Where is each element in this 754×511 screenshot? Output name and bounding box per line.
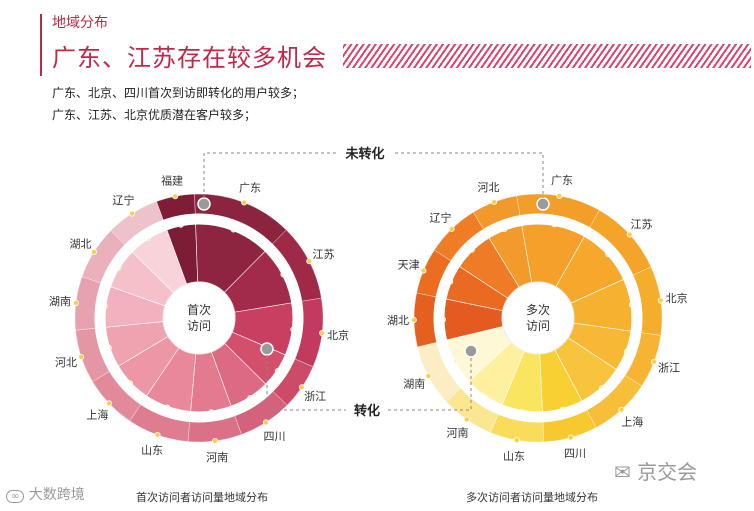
slice-label: 湖南 (49, 295, 71, 308)
connector-line-unconverted-right (395, 152, 544, 198)
ring-marker-dot (72, 300, 79, 307)
pin-marker (464, 344, 478, 358)
slice-label: 广东 (551, 174, 573, 187)
right-watermark-text: 京交会 (637, 460, 698, 484)
pin-marker (260, 342, 274, 356)
slice-label: 山东 (141, 444, 163, 457)
ring-gap (94, 213, 304, 423)
slice-label: 天津 (398, 258, 420, 271)
center-label: 多次 (526, 303, 550, 317)
ring-marker-dot (618, 406, 625, 413)
slice-label: 四川 (264, 430, 286, 443)
slice-label: 北京 (327, 328, 349, 342)
slice-label: 湖北 (69, 238, 91, 251)
section-category: 地域分布 (52, 15, 108, 31)
connector-line-unconverted-left (203, 152, 336, 198)
ring-marker-dot (298, 384, 305, 391)
caption-multi-visit: 多次访问者访问量地域分布 (466, 491, 598, 504)
ring-marker-dot (105, 400, 112, 407)
ring-marker-dot (420, 267, 427, 274)
ring-marker-dot (567, 434, 574, 441)
ring-marker-dot (154, 431, 161, 438)
slice-label: 北京 (666, 291, 688, 305)
slice-label: 河南 (447, 427, 469, 440)
connector-line-converted-left (266, 355, 346, 411)
slice-label: 江苏 (631, 218, 653, 231)
slice-label: 上海 (621, 415, 643, 429)
bullet-2: 广东、江苏、北京优质潜在客户较多； (52, 108, 257, 122)
ring-marker-dot (91, 249, 98, 256)
ring-marker-dot (306, 258, 313, 265)
ring-marker-dot (411, 316, 418, 323)
wechat-icon: ✉ (614, 460, 631, 484)
center-label: 访问 (187, 319, 211, 333)
ring-marker-dot (513, 437, 520, 444)
ring-marker-dot (241, 199, 248, 206)
ring-gap (433, 213, 643, 423)
left-watermark: ∞ 大数跨境 (6, 484, 85, 504)
pin-marker (536, 197, 550, 211)
ring-marker-dot (425, 373, 432, 380)
caption-first-visit: 首次访问者访问量地域分布 (136, 491, 268, 504)
slice-label: 上海 (86, 407, 108, 421)
slice-label: 四川 (564, 447, 586, 460)
pin-marker (197, 197, 211, 211)
ring-marker-dot (448, 225, 455, 232)
slice-label: 河南 (206, 451, 228, 464)
ring-marker-dot (651, 358, 658, 365)
label-unconverted: 未转化 (344, 146, 384, 162)
label-converted: 转化 (354, 403, 380, 419)
ring-marker-dot (319, 329, 326, 336)
slice-label: 浙江 (304, 390, 326, 403)
page-title: 广东、江苏存在较多机会 (52, 44, 327, 72)
ring-marker-dot (491, 199, 498, 206)
center-label: 首次 (187, 303, 211, 317)
right-watermark: ✉ 京交会 (614, 456, 697, 485)
ring-marker-dot (463, 416, 470, 423)
left-watermark-text: 大数跨境 (28, 487, 85, 503)
ring-marker-dot (172, 193, 179, 200)
slice-label: 福建 (161, 174, 183, 188)
slice-label: 广东 (239, 182, 261, 195)
ring-marker-dot (212, 437, 219, 444)
ring-marker-dot (556, 192, 563, 199)
bullet-1: 广东、北京、四川首次到访即转化的用户较多； (52, 86, 305, 100)
slice-label: 河北 (55, 356, 77, 369)
slice-label: 河北 (477, 181, 499, 194)
ring-marker-dot (129, 210, 136, 217)
slice-label: 山东 (503, 450, 525, 463)
slice-label: 湖北 (387, 314, 409, 327)
ring-segment-2-11 (413, 292, 438, 348)
slice-label: 辽宁 (430, 210, 452, 224)
slice-label: 江苏 (312, 248, 334, 261)
ring-marker-dot (78, 353, 85, 360)
slice-label: 辽宁 (112, 193, 134, 207)
slice-label: 浙江 (658, 361, 680, 374)
slice-label: 湖南 (403, 378, 425, 391)
decorative-stripe (343, 44, 751, 68)
ring-marker-dot (626, 231, 633, 238)
ring-marker-dot (262, 419, 269, 426)
link-icon: ∞ (6, 490, 25, 503)
center-label: 访问 (526, 319, 550, 333)
header-accent-bar (40, 14, 42, 76)
center-hole (501, 281, 575, 355)
ring-marker-dot (657, 297, 664, 304)
center-hole (162, 281, 236, 355)
